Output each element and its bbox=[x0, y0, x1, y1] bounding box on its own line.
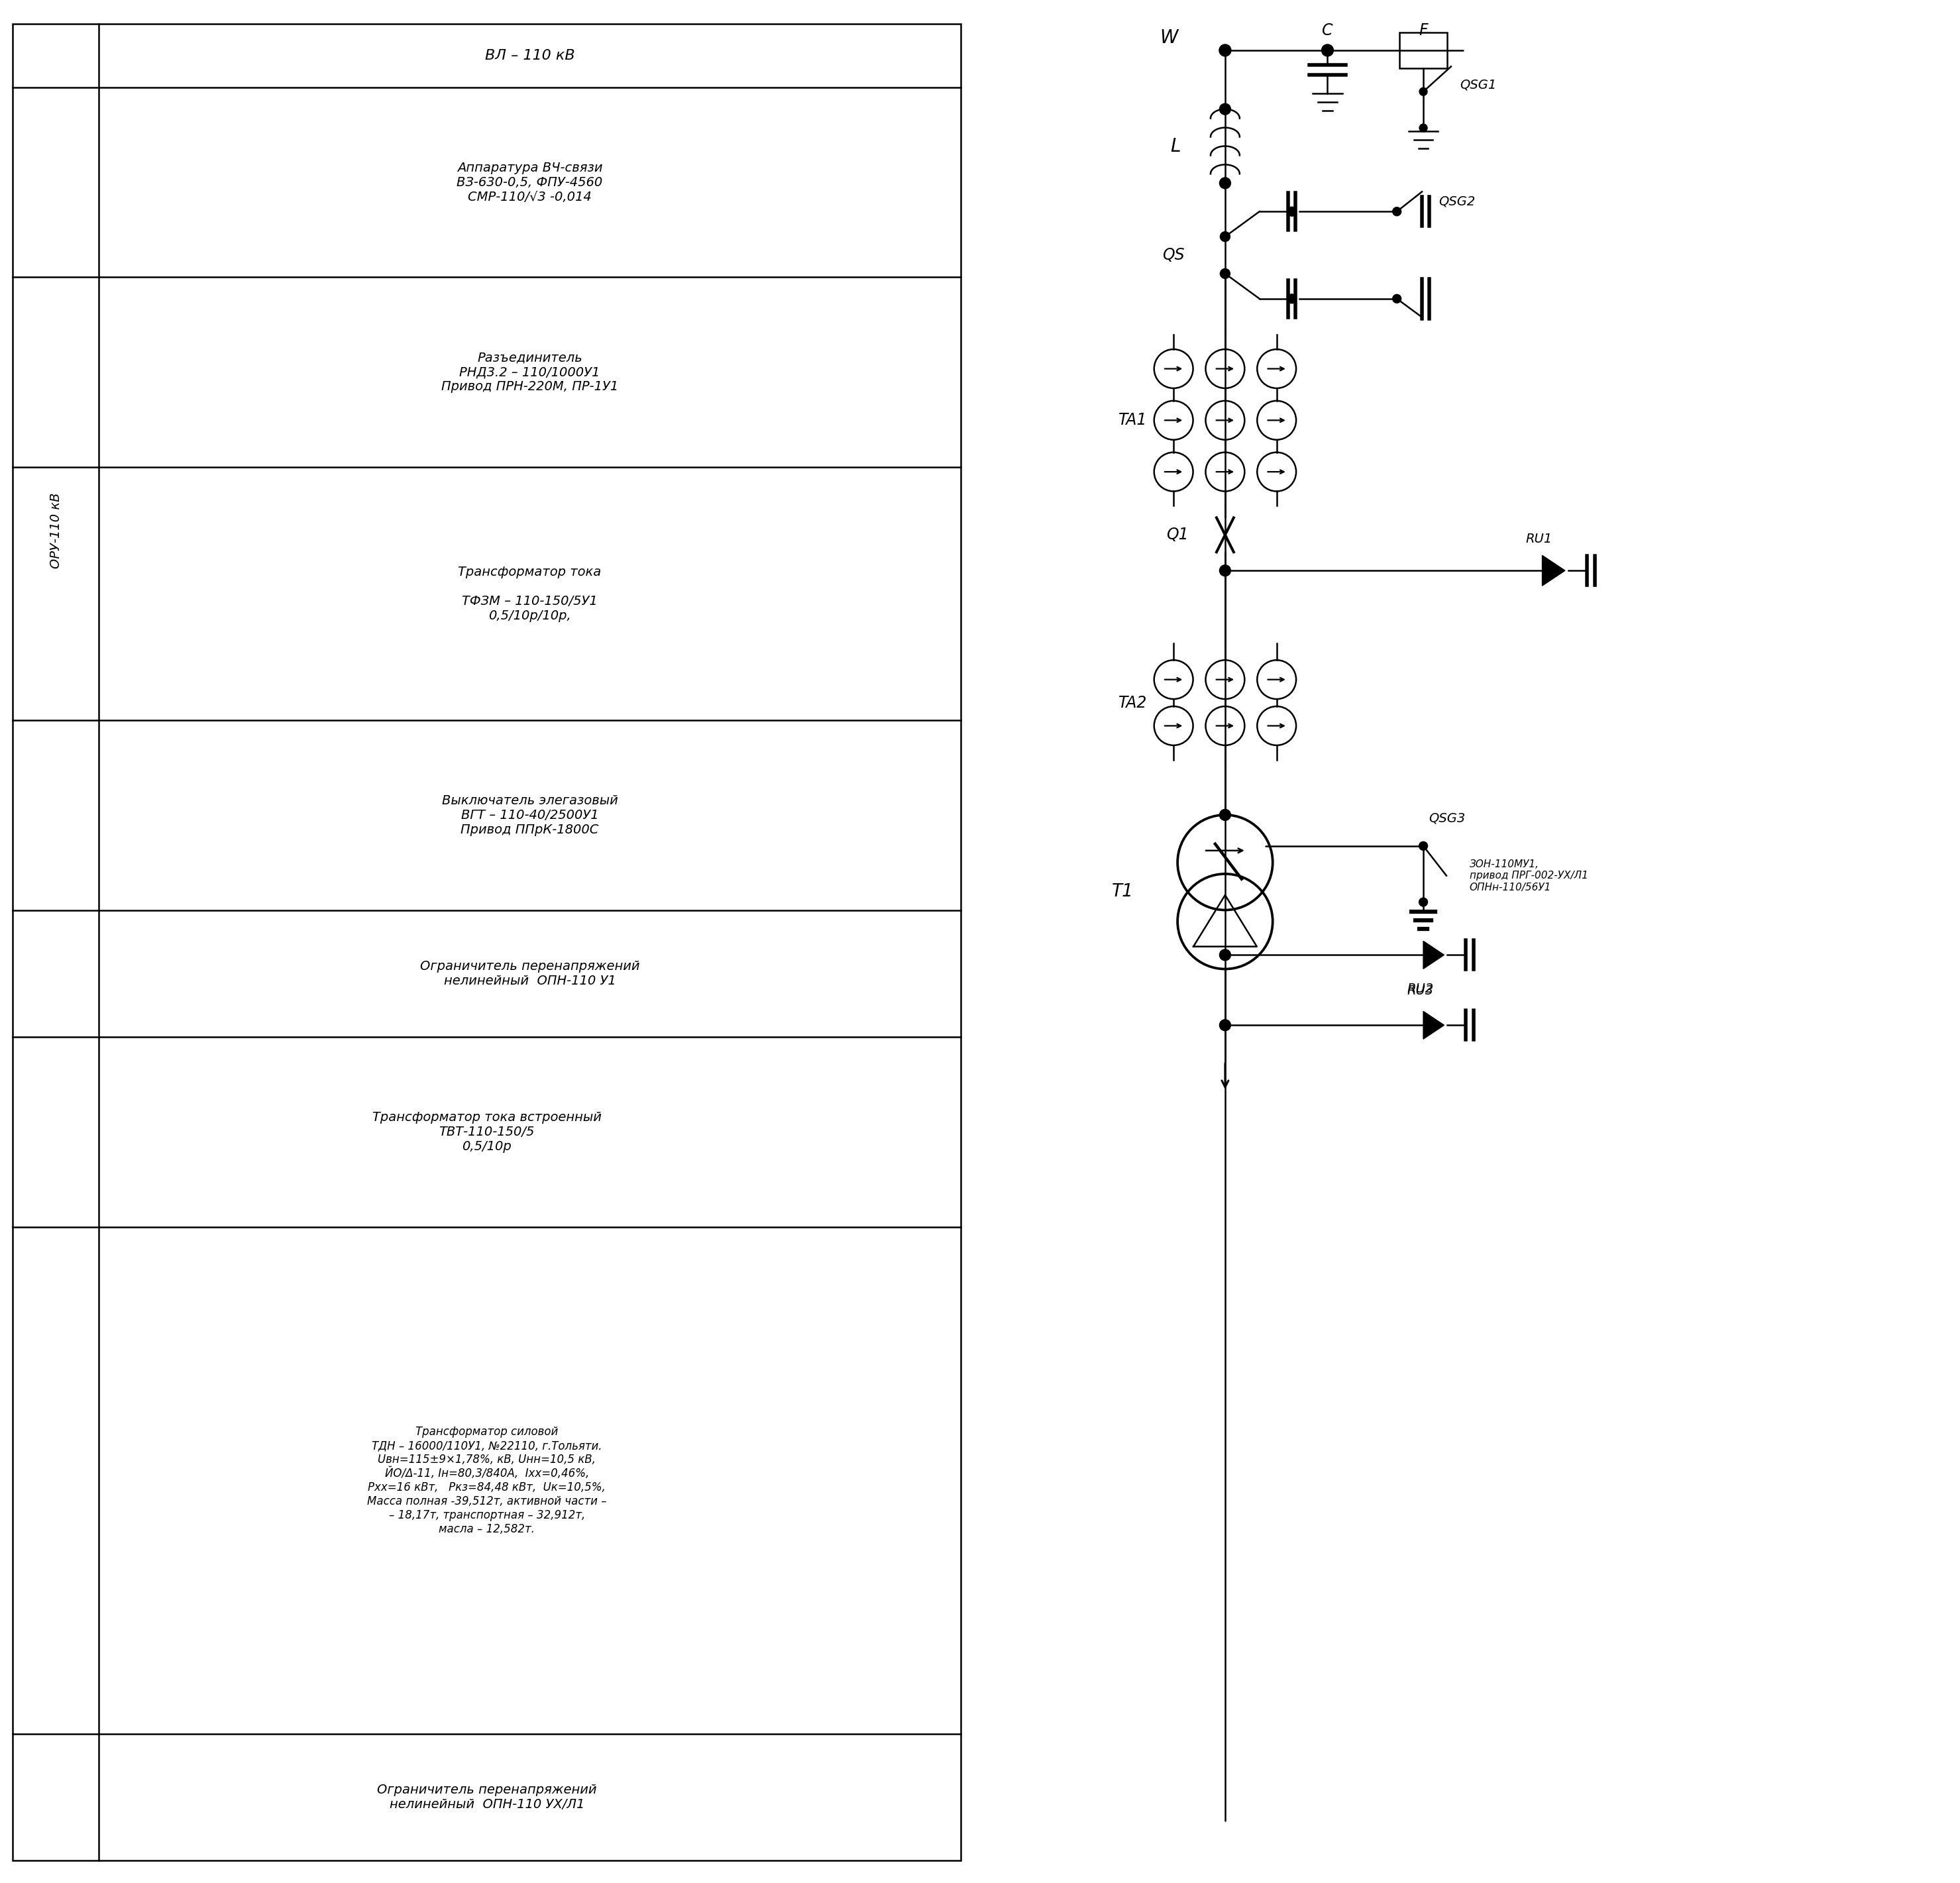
Text: Трансформатор тока

ТФЗМ – 110-150/5У1
0,5/10р/10р,: Трансформатор тока ТФЗМ – 110-150/5У1 0,… bbox=[459, 565, 602, 621]
Circle shape bbox=[1221, 232, 1231, 241]
Circle shape bbox=[1219, 45, 1231, 56]
Text: ЗОН-110МУ1,
привод ПРГ-002-УХ/Л1
ОПНн-110/56У1: ЗОН-110МУ1, привод ПРГ-002-УХ/Л1 ОПНн-11… bbox=[1470, 859, 1588, 893]
Circle shape bbox=[1288, 294, 1296, 303]
Polygon shape bbox=[1543, 555, 1564, 586]
Text: ВЛ – 110 кВ: ВЛ – 110 кВ bbox=[484, 49, 574, 62]
Text: Ограничитель перенапряжений
нелинейный  ОПН-110 У1: Ограничитель перенапряжений нелинейный О… bbox=[419, 960, 639, 987]
Text: F: F bbox=[1419, 23, 1427, 38]
Text: Выключатель элегазовый
ВГТ – 110-40/2500У1
Привод ППрК-1800С: Выключатель элегазовый ВГТ – 110-40/2500… bbox=[441, 795, 617, 836]
Polygon shape bbox=[1423, 1011, 1445, 1039]
Circle shape bbox=[1419, 124, 1427, 132]
Text: Трансформатор тока встроенный
ТВТ-110-150/5
0,5/10р: Трансформатор тока встроенный ТВТ-110-15… bbox=[372, 1111, 602, 1152]
Text: Ограничитель перенапряжений
нелинейный  ОПН-110 УХ/Л1: Ограничитель перенапряжений нелинейный О… bbox=[376, 1783, 596, 1811]
Circle shape bbox=[1219, 1019, 1231, 1030]
Circle shape bbox=[1219, 177, 1231, 188]
Circle shape bbox=[1419, 898, 1427, 906]
Text: Разъединитель
РНД3.2 – 110/1000У1
Привод ПРН-220М, ПР-1У1: Разъединитель РНД3.2 – 110/1000У1 Привод… bbox=[441, 352, 617, 394]
Text: RU3: RU3 bbox=[1407, 985, 1433, 998]
Circle shape bbox=[1394, 294, 1401, 303]
Text: Трансформатор силовой
ТДН – 16000/110У1, №22110, г.Тольяти.
Uвн=115±9×1,78%, кВ,: Трансформатор силовой ТДН – 16000/110У1,… bbox=[367, 1425, 606, 1535]
Polygon shape bbox=[1423, 942, 1445, 970]
Text: QSG3: QSG3 bbox=[1429, 812, 1466, 825]
Text: QSG1: QSG1 bbox=[1460, 79, 1495, 90]
Circle shape bbox=[1394, 207, 1401, 217]
Text: T1: T1 bbox=[1111, 883, 1133, 900]
Text: C: C bbox=[1323, 23, 1333, 38]
Text: Q1: Q1 bbox=[1166, 527, 1188, 542]
Text: RU2: RU2 bbox=[1407, 983, 1433, 996]
Circle shape bbox=[1419, 89, 1427, 96]
Circle shape bbox=[1219, 810, 1231, 821]
Circle shape bbox=[1321, 45, 1333, 56]
Circle shape bbox=[1419, 842, 1427, 851]
Text: L: L bbox=[1170, 137, 1180, 156]
Text: TA2: TA2 bbox=[1119, 695, 1147, 710]
Bar bbox=[1399, 32, 1446, 68]
Text: RU1: RU1 bbox=[1525, 533, 1552, 546]
Text: W: W bbox=[1160, 28, 1178, 47]
Circle shape bbox=[1221, 269, 1231, 279]
Circle shape bbox=[1219, 104, 1231, 115]
Text: QS: QS bbox=[1162, 247, 1184, 264]
Circle shape bbox=[1219, 949, 1231, 960]
Circle shape bbox=[1219, 565, 1231, 576]
Text: QSG2: QSG2 bbox=[1439, 196, 1476, 207]
Text: TA1: TA1 bbox=[1119, 412, 1147, 427]
Text: Аппаратура ВЧ-связи
ВЗ-630-0,5, ФПУ-4560
СМР-110/√3 -0,014: Аппаратура ВЧ-связи ВЗ-630-0,5, ФПУ-4560… bbox=[457, 162, 604, 203]
Circle shape bbox=[1288, 207, 1296, 217]
Text: ОРУ-110 кВ: ОРУ-110 кВ bbox=[49, 493, 63, 569]
